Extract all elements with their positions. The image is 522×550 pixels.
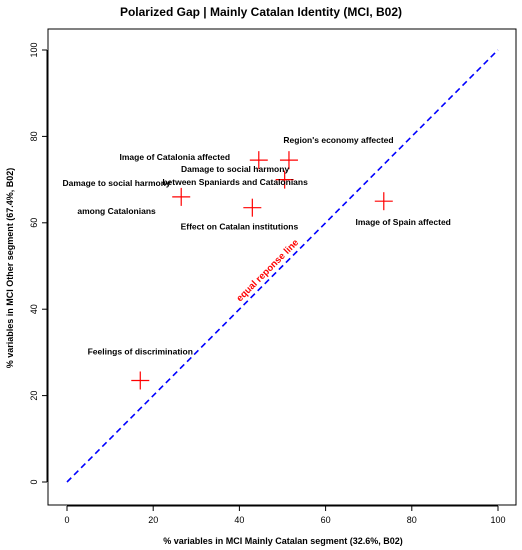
point-label: between Spaniards and Catalonians [162,177,308,187]
axes: 0 20 40 60 80 100 0 20 40 60 80 100 [29,42,506,525]
x-axis-title: % variables in MCI Mainly Catalan segmen… [163,536,403,546]
data-points [131,151,393,390]
point-label: Region's economy affected [283,135,393,145]
data-point [172,187,191,206]
data-point [243,198,262,217]
equal-response-line-group: equal reponse line [66,49,499,483]
point-label: Effect on Catalan institutions [181,221,299,231]
y-tick-label: 80 [29,131,39,141]
x-tick-label: 20 [148,515,158,525]
point-label: Damage to social harmony [181,164,289,174]
data-point [249,151,268,170]
y-tick-label: 20 [29,391,39,401]
data-point [279,151,298,170]
chart-title: Polarized Gap | Mainly Catalan Identity … [120,5,402,19]
y-axis-title: % variables in MCI Other segment (67.4%,… [5,168,15,369]
data-point [374,192,393,211]
data-point [131,371,150,390]
x-tick-label: 100 [490,515,505,525]
data-point [275,170,294,189]
y-tick-label: 60 [29,218,39,228]
y-tick-label: 100 [29,42,39,57]
plot-frame [47,28,517,506]
point-label: Feelings of discrimination [88,347,193,357]
equal-response-line-label: equal reponse line [234,237,301,304]
equal-response-line [66,49,499,483]
point-labels: Feelings of discrimination Damage to soci… [62,135,450,357]
point-label: Image of Spain affected [355,217,450,227]
point-label: Image of Catalonia affected [119,152,230,162]
x-tick-label: 80 [407,515,417,525]
point-label: Damage to social harmony [62,178,170,188]
point-label: among Catalonians [77,206,156,216]
x-tick-label: 60 [321,515,331,525]
x-tick-label: 0 [64,515,69,525]
y-tick-label: 40 [29,304,39,314]
x-tick-label: 40 [234,515,244,525]
y-tick-label: 0 [29,479,39,484]
